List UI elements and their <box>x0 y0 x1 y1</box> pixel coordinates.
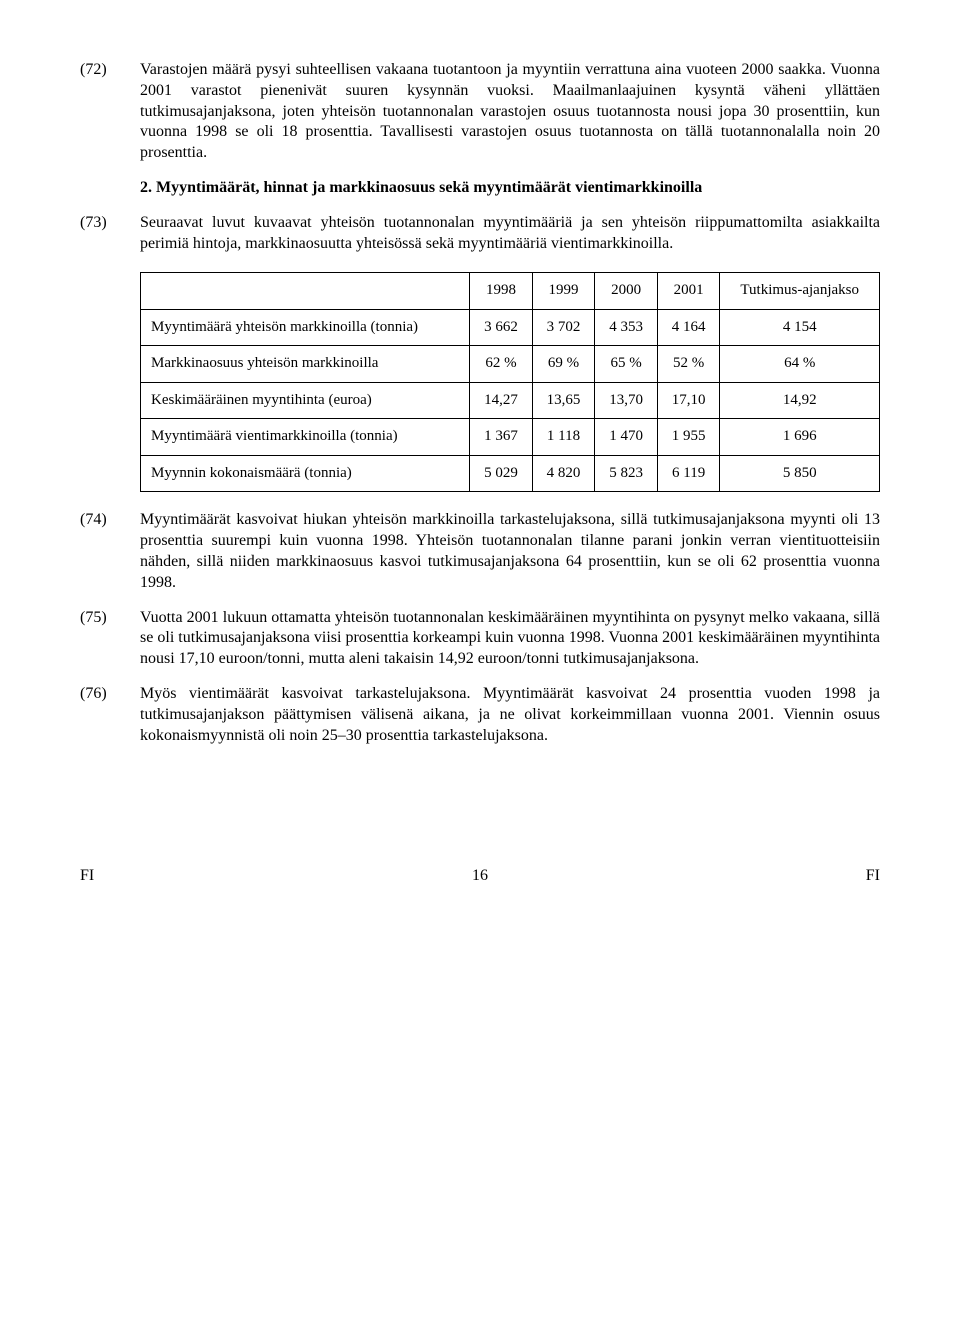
table-cell: 1 367 <box>470 419 533 456</box>
table-cell: 4 154 <box>720 309 880 346</box>
table-header-cell: 2000 <box>595 273 658 310</box>
table-cell-label: Myynnin kokonaismäärä (tonnia) <box>141 455 470 492</box>
table-row: Keskimääräinen myyntihinta (euroa) 14,27… <box>141 382 880 419</box>
paragraph-74: (74) Myyntimäärät kasvoivat hiukan yhtei… <box>80 510 880 593</box>
paragraph-73: (73) Seuraavat luvut kuvaavat yhteisön t… <box>80 213 880 255</box>
table-row: Markkinaosuus yhteisön markkinoilla 62 %… <box>141 346 880 383</box>
table-cell-label: Myyntimäärä yhteisön markkinoilla (tonni… <box>141 309 470 346</box>
table-cell: 1 118 <box>532 419 595 456</box>
table-cell: 4 164 <box>657 309 720 346</box>
table-row: Myyntimäärä vientimarkkinoilla (tonnia) … <box>141 419 880 456</box>
para-text-73: Seuraavat luvut kuvaavat yhteisön tuotan… <box>140 213 880 255</box>
para-num-76: (76) <box>80 684 140 746</box>
table-cell: 1 696 <box>720 419 880 456</box>
table-header-row: 1998 1999 2000 2001 Tutkimus-ajanjakso <box>141 273 880 310</box>
table-cell: 1 955 <box>657 419 720 456</box>
table-cell: 6 119 <box>657 455 720 492</box>
table-cell: 4 353 <box>595 309 658 346</box>
para-num-74: (74) <box>80 510 140 593</box>
table-cell-label: Keskimääräinen myyntihinta (euroa) <box>141 382 470 419</box>
table-cell: 5 029 <box>470 455 533 492</box>
footer-left: FI <box>80 866 94 887</box>
paragraph-76: (76) Myös vientimäärät kasvoivat tarkast… <box>80 684 880 746</box>
para-text-72: Varastojen määrä pysyi suhteellisen vaka… <box>140 60 880 164</box>
paragraph-75: (75) Vuotta 2001 lukuun ottamatta yhteis… <box>80 608 880 670</box>
para-num-73: (73) <box>80 213 140 255</box>
page-footer: FI 16 FI <box>80 866 880 887</box>
para-text-74: Myyntimäärät kasvoivat hiukan yhteisön m… <box>140 510 880 593</box>
table-header-cell: 2001 <box>657 273 720 310</box>
para-text-75: Vuotta 2001 lukuun ottamatta yhteisön tu… <box>140 608 880 670</box>
table-cell: 64 % <box>720 346 880 383</box>
table-cell: 13,70 <box>595 382 658 419</box>
table-cell: 17,10 <box>657 382 720 419</box>
table-cell: 3 702 <box>532 309 595 346</box>
table-row: Myynnin kokonaismäärä (tonnia) 5 029 4 8… <box>141 455 880 492</box>
table-cell-label: Myyntimäärä vientimarkkinoilla (tonnia) <box>141 419 470 456</box>
table-cell: 4 820 <box>532 455 595 492</box>
table-cell: 3 662 <box>470 309 533 346</box>
table-cell: 65 % <box>595 346 658 383</box>
table-cell: 14,27 <box>470 382 533 419</box>
paragraph-72: (72) Varastojen määrä pysyi suhteellisen… <box>80 60 880 164</box>
section-heading: 2. Myyntimäärät, hinnat ja markkinaosuus… <box>140 178 880 199</box>
table-header-cell: 1999 <box>532 273 595 310</box>
table-cell: 5 850 <box>720 455 880 492</box>
table-cell: 5 823 <box>595 455 658 492</box>
table-cell: 52 % <box>657 346 720 383</box>
data-table: 1998 1999 2000 2001 Tutkimus-ajanjakso M… <box>140 272 880 492</box>
table-cell: 62 % <box>470 346 533 383</box>
table-cell: 14,92 <box>720 382 880 419</box>
table-cell: 69 % <box>532 346 595 383</box>
table-header-cell: Tutkimus-ajanjakso <box>720 273 880 310</box>
para-num-72: (72) <box>80 60 140 164</box>
table-row: Myyntimäärä yhteisön markkinoilla (tonni… <box>141 309 880 346</box>
footer-page-number: 16 <box>94 866 866 887</box>
para-num-75: (75) <box>80 608 140 670</box>
table-cell: 13,65 <box>532 382 595 419</box>
table-header-cell <box>141 273 470 310</box>
footer-right: FI <box>866 866 880 887</box>
table-header-cell: 1998 <box>470 273 533 310</box>
table-cell-label: Markkinaosuus yhteisön markkinoilla <box>141 346 470 383</box>
table-cell: 1 470 <box>595 419 658 456</box>
para-text-76: Myös vientimäärät kasvoivat tarkasteluja… <box>140 684 880 746</box>
